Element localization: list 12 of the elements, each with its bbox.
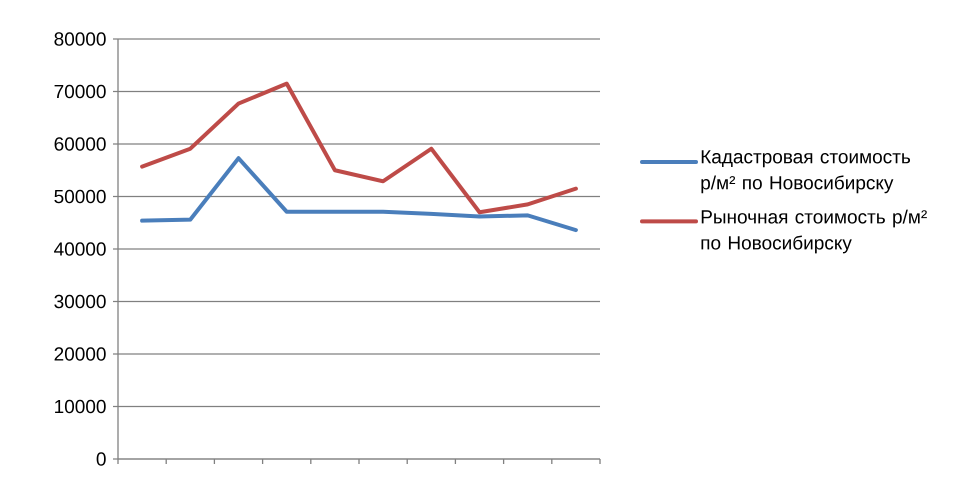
y-tick-label: 0 <box>96 452 106 466</box>
line-series <box>140 82 578 214</box>
y-tick-label: 70000 <box>54 84 106 98</box>
y-tick-label: 20000 <box>54 347 106 361</box>
y-tick-label: 80000 <box>54 32 106 46</box>
legend-label: Кадастровая стоимость р/м² по Новосибирску <box>701 150 910 194</box>
y-tick-label: 30000 <box>54 294 106 308</box>
y-tick-label: 50000 <box>54 190 106 204</box>
y-tick-label: 10000 <box>55 400 106 414</box>
legend-label: Рыночная стоимость р/м² по Новосибирску <box>702 210 927 254</box>
y-tick-label: 60000 <box>54 137 106 151</box>
y-tick-label: 40000 <box>54 242 106 256</box>
